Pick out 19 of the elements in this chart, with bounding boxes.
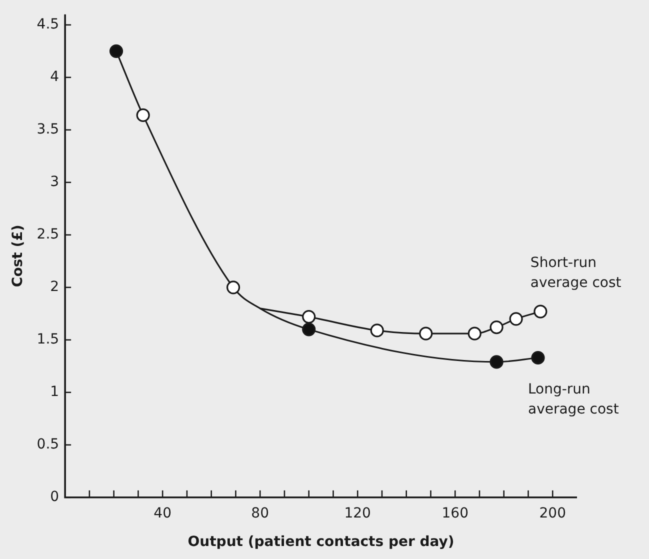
y-tick-label: 4.5 <box>36 16 60 33</box>
y-tick-label: 2 <box>50 279 60 296</box>
y-tick-label: 1 <box>50 384 60 400</box>
x-tick-label: 160 <box>442 505 468 522</box>
y-tick-label: 2.5 <box>36 226 60 243</box>
series-label: Short-run average cost <box>530 255 622 292</box>
y-tick-label: 3.5 <box>36 122 60 138</box>
y-tick-label: 4 <box>50 69 60 86</box>
x-tick-label: 40 <box>154 505 172 522</box>
y-tick-label: 0 <box>50 489 60 506</box>
y-tick-label: 3 <box>50 174 60 190</box>
x-tick-label: 80 <box>251 505 269 522</box>
x-axis-title: Output (patient contacts per day) <box>188 534 454 550</box>
y-tick-label: 0.5 <box>36 436 60 453</box>
x-tick-label: 200 <box>539 505 566 522</box>
y-tick-label: 1.5 <box>36 332 60 348</box>
y-axis-title: Cost (£) <box>10 224 26 288</box>
series-label: Long-run average cost <box>528 381 620 418</box>
x-tick-label: 120 <box>344 505 371 522</box>
